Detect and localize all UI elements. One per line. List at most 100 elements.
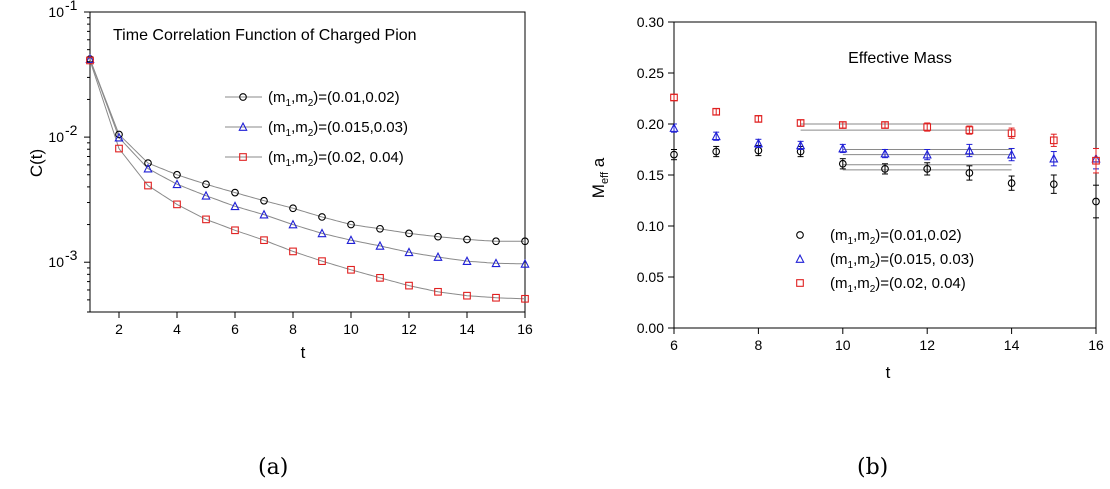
x-tick-label: 16	[517, 321, 533, 337]
data-point	[462, 256, 472, 265]
data-point	[231, 226, 239, 235]
y-tick-label: 0.15	[637, 167, 664, 183]
data-point	[881, 165, 889, 173]
legend-marker	[795, 253, 805, 263]
caption-a: (a)	[258, 455, 288, 480]
fit-curves-a	[89, 58, 526, 300]
data-point	[201, 190, 211, 200]
x-tick-label: 12	[401, 321, 417, 337]
data-point	[712, 147, 721, 156]
x-ticks-a: 2 4 6 8 10 12 14 16	[115, 312, 533, 337]
data-point	[172, 179, 182, 189]
data-point	[405, 229, 413, 238]
x-tick-label: 16	[1088, 337, 1104, 353]
data-point	[289, 247, 297, 256]
data-point	[521, 237, 529, 246]
y-tick-label: 0.00	[637, 320, 664, 336]
data-point	[260, 196, 268, 205]
data-point	[231, 188, 239, 197]
x-tick-label: 6	[670, 337, 678, 353]
x-ticks-b: 6 8 10 12 14 16	[670, 328, 1104, 353]
y-tick-exponent: -1	[65, 0, 78, 13]
data-point	[202, 215, 210, 224]
x-tick-label: 8	[755, 337, 763, 353]
data-point	[85, 54, 95, 63]
y-axis-label-a: C(t)	[27, 149, 46, 177]
data-point	[259, 209, 269, 219]
data-point	[173, 200, 181, 209]
data-point	[434, 287, 442, 296]
data-point	[520, 258, 530, 268]
data-point	[230, 201, 240, 211]
y-ticks-a: 10-110-210-3	[48, 0, 90, 313]
data-point	[838, 121, 847, 129]
y-tick-label: 0.30	[637, 14, 664, 30]
x-tick-label: 14	[459, 321, 475, 337]
data-point	[288, 219, 298, 229]
fit-curve	[89, 60, 526, 300]
data-point	[492, 237, 500, 246]
y-tick-label: 10	[48, 129, 64, 145]
data-point	[318, 213, 326, 221]
data-point	[669, 122, 679, 132]
legend-marker	[796, 231, 804, 239]
x-tick-label: 14	[1004, 337, 1020, 353]
data-point	[144, 159, 152, 167]
x-tick-label: 2	[115, 321, 123, 337]
data-point	[1007, 179, 1016, 188]
x-tick-label: 6	[231, 321, 239, 337]
data-point	[923, 123, 932, 131]
data-point	[318, 257, 326, 265]
data-point	[670, 93, 678, 102]
y-axis-label-b: Meff a	[589, 157, 611, 198]
panel-b-chart: 6 8 10 12 14 16 0.000.050.100.150.200.250.30 …	[589, 14, 1104, 480]
data-points-b	[669, 93, 1101, 219]
data-point	[376, 273, 384, 282]
data-point	[923, 165, 932, 173]
data-point	[1049, 136, 1058, 145]
y-ticks-b: 0.00 0.05 0.10 0.15 0.20 0.25 0.30	[637, 14, 674, 336]
data-point	[881, 121, 889, 129]
y-tick-label: 0.05	[637, 269, 664, 285]
data-point	[375, 240, 385, 250]
data-point	[376, 224, 384, 233]
data-point	[404, 247, 414, 257]
caption-b: (b)	[857, 455, 888, 480]
data-point	[492, 293, 500, 302]
data-point	[922, 149, 932, 159]
data-point	[880, 148, 890, 158]
data-point	[1049, 180, 1058, 189]
data-point	[1007, 129, 1016, 138]
data-point	[317, 228, 327, 238]
legend-label: (m1,m2)=(0.01,0.02)	[830, 227, 962, 247]
fit-lines-b	[800, 123, 1012, 171]
legend-marker	[239, 153, 247, 161]
data-point	[965, 126, 974, 134]
data-point	[86, 56, 94, 65]
data-point	[115, 130, 123, 139]
data-point	[202, 180, 210, 189]
data-point	[433, 251, 443, 261]
data-point	[754, 115, 763, 123]
data-point	[964, 145, 975, 155]
data-point	[463, 235, 471, 244]
chart-title-a: Time Correlation Function of Charged Pio…	[113, 27, 417, 44]
chart-title-b: Effective Mass	[848, 50, 952, 67]
data-points-a	[85, 54, 530, 303]
fit-curve	[89, 58, 525, 242]
data-point	[838, 159, 847, 168]
x-tick-label: 4	[173, 321, 181, 337]
legend-label: (m1,m2)=(0.02, 0.04)	[268, 149, 404, 169]
data-point	[434, 232, 442, 241]
x-axis-label-b: t	[886, 363, 891, 382]
data-point	[347, 220, 355, 229]
y-tick-label: 10	[48, 254, 64, 270]
y-tick-label: 0.10	[637, 218, 664, 234]
data-point	[1006, 149, 1017, 159]
data-point	[753, 138, 764, 148]
y-tick-label: 0.25	[637, 65, 664, 81]
data-point	[115, 144, 123, 153]
data-point	[347, 265, 355, 274]
legend-label: (m1,m2)=(0.01,0.02)	[268, 89, 400, 109]
